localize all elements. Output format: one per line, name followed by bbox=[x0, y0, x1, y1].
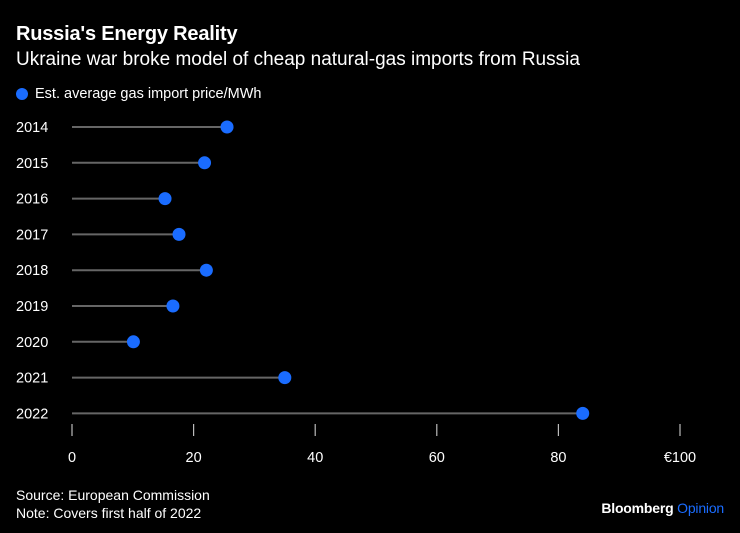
data-point bbox=[278, 371, 292, 385]
x-tick-label: 60 bbox=[429, 450, 445, 466]
source-text: Source: European Commission bbox=[16, 487, 210, 503]
year-label: 2021 bbox=[16, 371, 48, 387]
year-label: 2018 bbox=[16, 263, 48, 279]
legend: Est. average gas import price/MWh bbox=[16, 86, 261, 102]
data-point bbox=[198, 156, 212, 170]
chart-title: Russia's Energy Reality bbox=[16, 23, 238, 45]
data-point bbox=[220, 120, 234, 134]
legend-label: Est. average gas import price/MWh bbox=[35, 86, 262, 102]
legend-marker-icon bbox=[16, 88, 28, 100]
x-tick-label: 40 bbox=[307, 450, 323, 466]
year-label: 2017 bbox=[16, 227, 48, 243]
x-tick-label: 20 bbox=[186, 450, 202, 466]
year-label: 2016 bbox=[16, 192, 48, 208]
data-point bbox=[158, 192, 172, 206]
data-point bbox=[576, 406, 590, 420]
chart-subtitle: Ukraine war broke model of cheap natural… bbox=[16, 49, 580, 70]
year-label: 2015 bbox=[16, 156, 48, 172]
x-tick-label: 80 bbox=[550, 450, 566, 466]
data-point bbox=[199, 263, 213, 277]
year-label: 2020 bbox=[16, 335, 48, 351]
year-label: 2019 bbox=[16, 299, 48, 315]
note-text: Note: Covers first half of 2022 bbox=[16, 505, 202, 521]
footnotes: Source: European Commission Note: Covers… bbox=[16, 486, 210, 522]
year-label: 2014 bbox=[16, 120, 48, 136]
brand-name: Bloomberg bbox=[601, 500, 674, 516]
brand-suffix: Opinion bbox=[677, 500, 724, 516]
data-point bbox=[166, 299, 180, 313]
data-point bbox=[172, 227, 186, 241]
year-label: 2022 bbox=[16, 406, 48, 422]
x-tick-label: €100 bbox=[664, 450, 696, 466]
data-point bbox=[126, 335, 140, 349]
x-tick-label: 0 bbox=[68, 450, 76, 466]
bloomberg-opinion-logo: Bloomberg Opinion bbox=[601, 500, 724, 516]
